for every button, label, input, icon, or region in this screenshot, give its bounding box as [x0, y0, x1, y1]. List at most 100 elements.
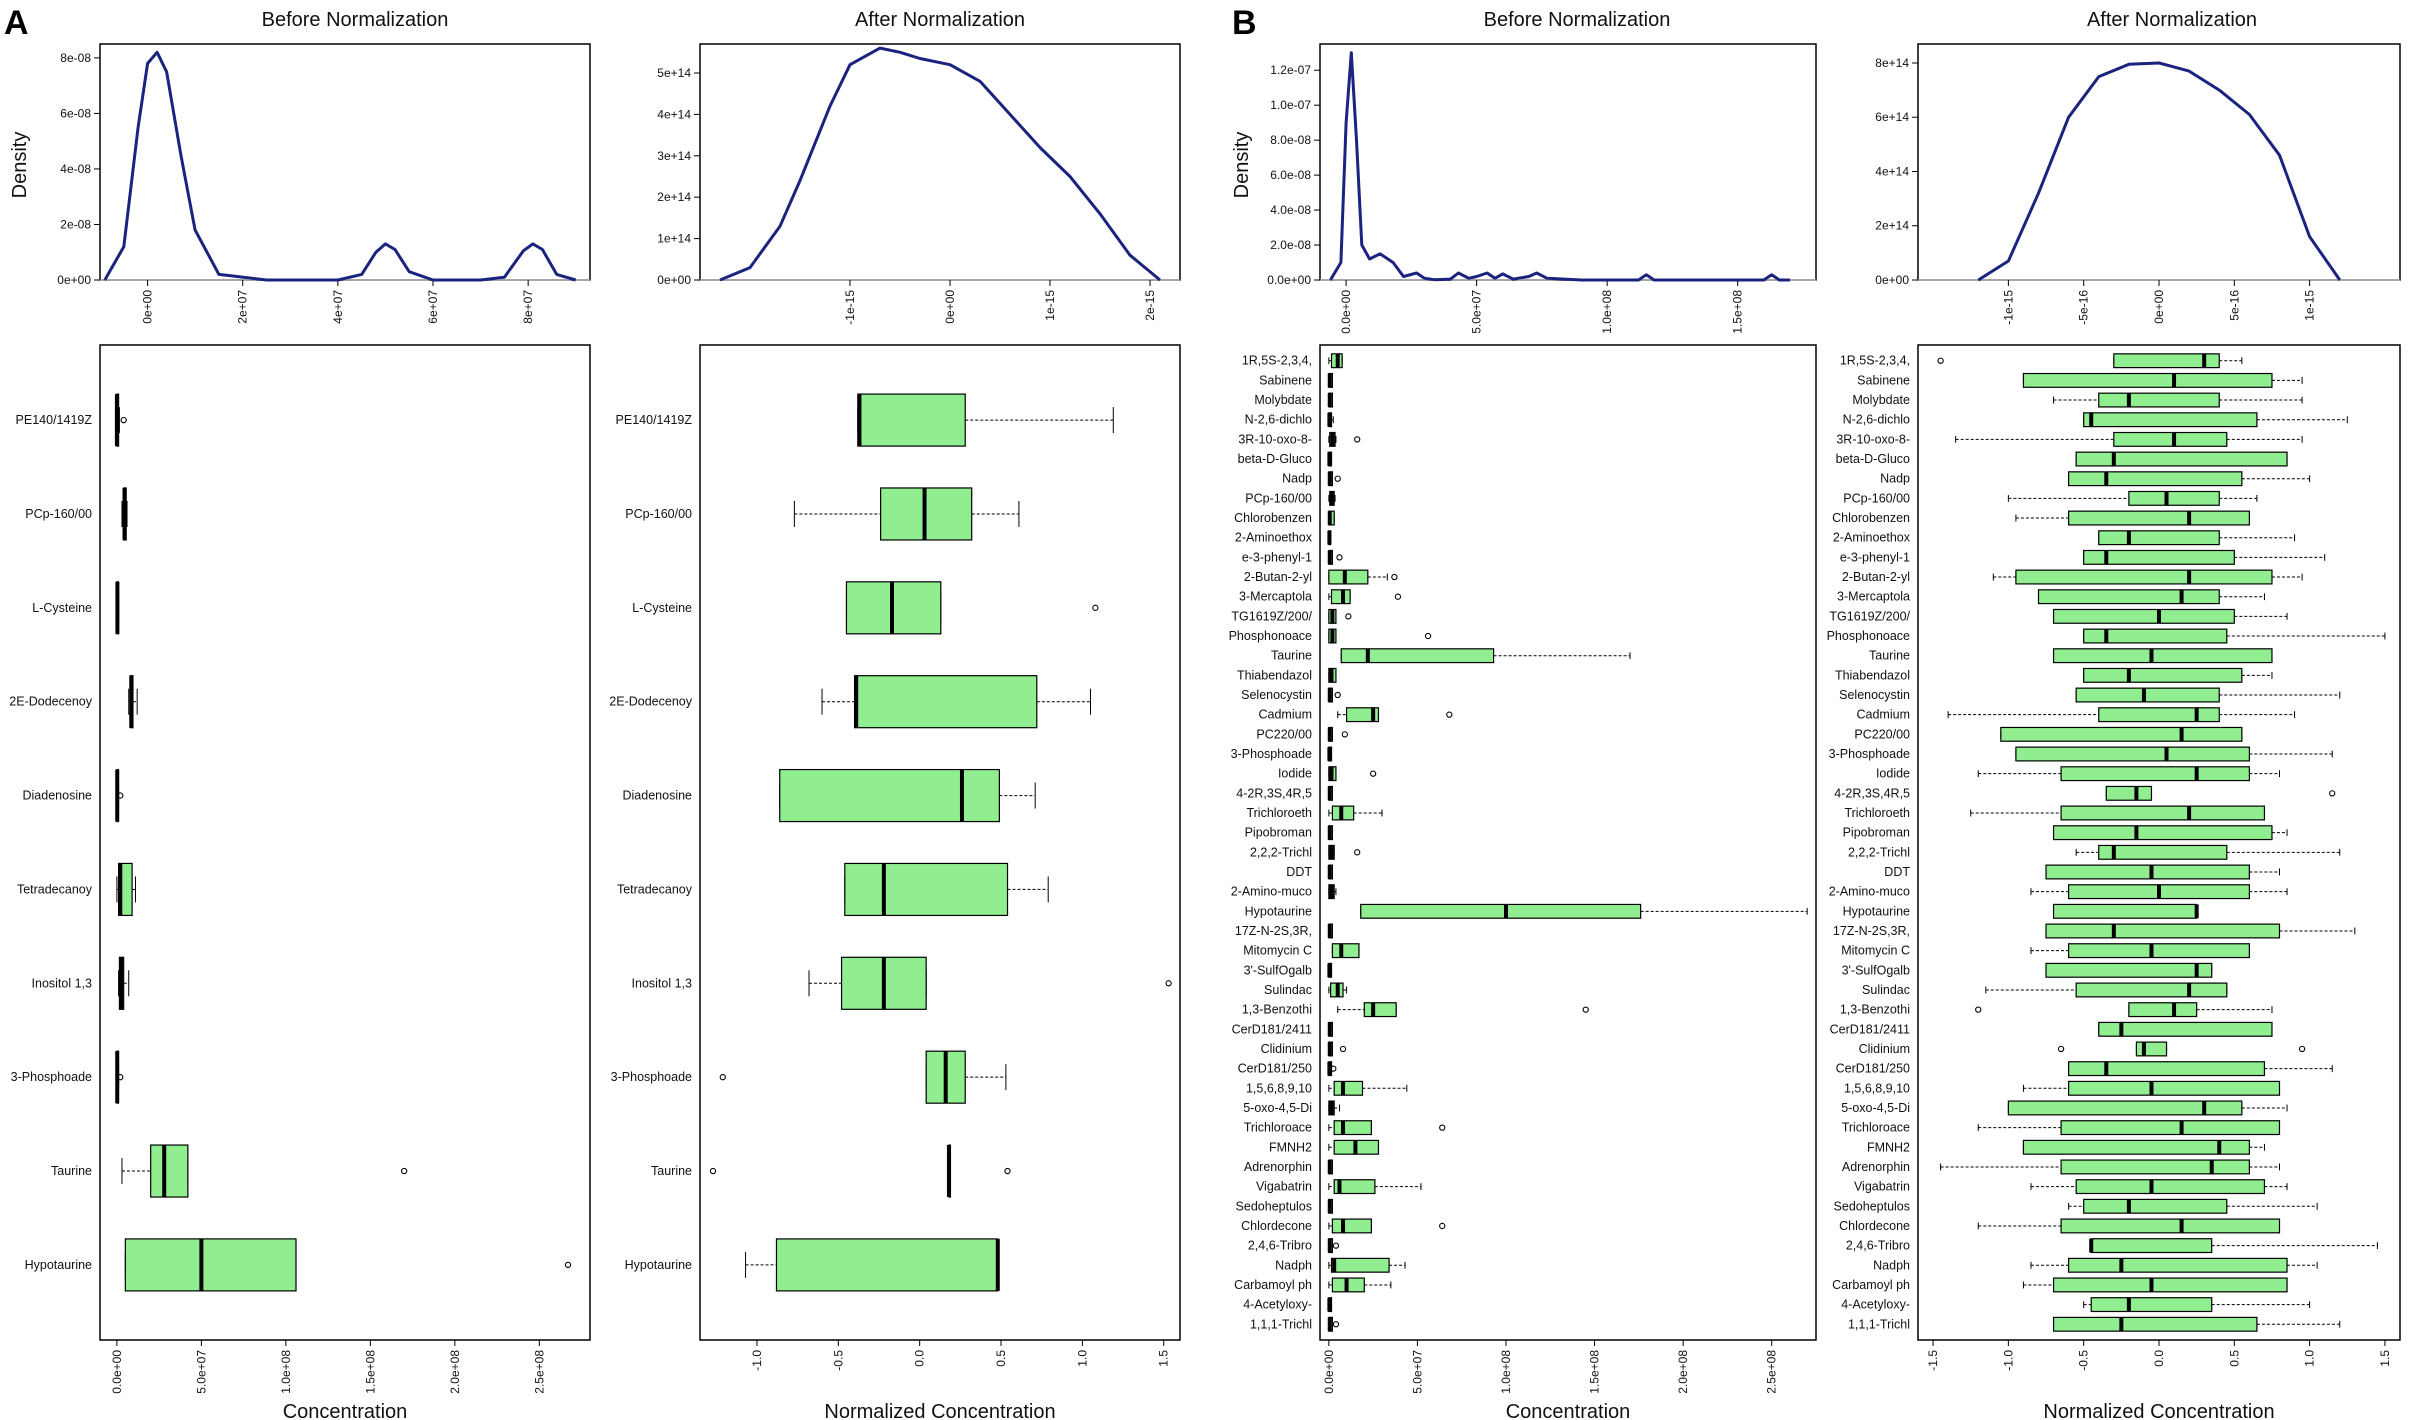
box [1940, 1159, 2280, 1175]
x-tick-label: 8e+07 [521, 290, 535, 324]
box [1327, 1198, 1334, 1214]
outlier-point [1369, 770, 1377, 777]
x-tick-label: 1e-15 [2303, 290, 2317, 321]
box [1327, 864, 1334, 880]
outlier-point [1345, 613, 1352, 620]
box [2022, 372, 2303, 388]
outlier-point [719, 1074, 726, 1081]
box [1328, 1100, 1340, 1116]
category-label: Thiabendazol [1835, 668, 1910, 682]
category-label: 1,3-Benzothi [1242, 1003, 1312, 1017]
category-label: 1,5,6,8,9,10 [1844, 1081, 1910, 1095]
box [1327, 1041, 1347, 1057]
category-label: DDT [1884, 865, 1910, 879]
category-label: Trichloroace [1842, 1121, 1910, 1135]
outlier-point [1354, 849, 1361, 856]
box-iqr [2068, 943, 2250, 959]
category-label: Clidinium [1859, 1042, 1910, 1056]
category-label: FMNH2 [1269, 1140, 1312, 1154]
box [1327, 510, 1335, 526]
box [1937, 353, 2243, 369]
category-label: Nadp [1880, 472, 1910, 486]
x-tick-label: 0.0 [913, 1350, 927, 1367]
x-tick-label: 0.0 [2152, 1350, 2166, 1367]
box-iqr [779, 768, 1000, 823]
box-iqr [2060, 1218, 2281, 1234]
box [2030, 1257, 2318, 1273]
y-tick-label: 4e-08 [60, 162, 91, 176]
y-tick-label: 1e+14 [657, 232, 691, 246]
box [1327, 549, 1343, 565]
category-label: Chlorobenzen [1234, 511, 1312, 525]
category-label: Iodide [1278, 767, 1312, 781]
box-iqr [2052, 608, 2235, 624]
box [2083, 667, 2273, 683]
box-iqr [2098, 707, 2220, 723]
category-label: 1R,5S-2,3,4, [1242, 354, 1312, 368]
y-tick-label: 0e+00 [1875, 273, 1909, 287]
box-iqr [2075, 1179, 2266, 1195]
category-label: Vigabatrin [1854, 1180, 1910, 1194]
title-b-after: After Normalization [2087, 9, 2257, 31]
box-iqr [2007, 1100, 2243, 1116]
y-tick-label: 2e+14 [657, 190, 691, 204]
box [1328, 1179, 1422, 1195]
box [1328, 431, 1361, 447]
box [1328, 667, 1337, 683]
category-label: beta-D-Gluco [1836, 452, 1910, 466]
box [2089, 1238, 2378, 1254]
x-tick-label: 1.5 [1157, 1350, 1171, 1367]
box-iqr [2060, 1159, 2250, 1175]
box [2075, 451, 2288, 467]
category-label: Selenocystin [1839, 688, 1910, 702]
density-line [103, 50, 577, 282]
panel-label-a: A [4, 4, 29, 42]
box [808, 956, 1172, 1010]
outlier-point [1004, 1167, 1011, 1175]
box-iqr [2098, 844, 2228, 860]
outlier-point [120, 416, 127, 424]
category-label: Sulindac [1862, 983, 1910, 997]
box [793, 487, 1020, 541]
box [1985, 982, 2228, 998]
category-label: 1R,5S-2,3,4, [1840, 354, 1910, 368]
box [115, 1050, 124, 1104]
box [1327, 962, 1333, 978]
box [128, 675, 138, 729]
box-iqr [2060, 1120, 2281, 1136]
category-label: 17Z-N-2S,3R, [1833, 924, 1910, 938]
category-label: N-2,6-dichlo [1843, 413, 1910, 427]
category-label: Molybdate [1254, 393, 1312, 407]
y-tick-label: 4.0e-08 [1270, 203, 1311, 217]
outlier-point [1332, 1321, 1340, 1328]
x-tick-label: 1.0 [2303, 1350, 2317, 1367]
x-tick-label: 1.0e+08 [279, 1350, 293, 1394]
box [2045, 962, 2213, 978]
x-tick-label: 0e+00 [2152, 290, 2166, 324]
box [1328, 569, 1398, 585]
box-iqr [2090, 1238, 2213, 1254]
outlier-point [1937, 357, 1944, 364]
box-iqr [1331, 943, 1360, 959]
box-iqr [1328, 569, 1369, 585]
box [124, 1238, 572, 1292]
box [1340, 648, 1631, 664]
category-label: 3-Phosphoade [11, 1070, 92, 1084]
plot-frame [1917, 43, 2401, 281]
category-label: Adrenorphin [1244, 1160, 1312, 1174]
category-label: Trichloroeth [1844, 806, 1910, 820]
box [2030, 943, 2250, 959]
box [1328, 1080, 1408, 1096]
density-line [1329, 51, 1790, 282]
outlier-point [1446, 711, 1453, 718]
category-label: Trichloroace [1244, 1121, 1312, 1135]
box [1328, 608, 1352, 624]
box [1328, 1218, 1446, 1234]
box [845, 581, 1099, 635]
category-label: 2-Butan-2-yl [1244, 570, 1312, 584]
category-label: Molybdate [1852, 393, 1910, 407]
category-label: PCp-160/00 [1843, 491, 1910, 505]
box [1328, 589, 1402, 605]
box [1360, 903, 1808, 919]
plot-frame [1319, 43, 1817, 281]
